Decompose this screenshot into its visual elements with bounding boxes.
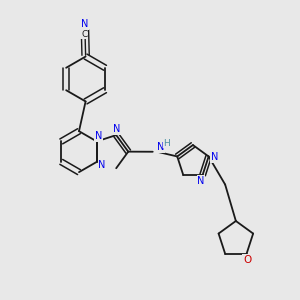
Text: N: N xyxy=(211,152,218,162)
Text: C: C xyxy=(81,30,87,39)
Text: N: N xyxy=(81,19,88,29)
Text: N: N xyxy=(95,131,102,141)
Text: N: N xyxy=(98,160,106,170)
Text: N: N xyxy=(197,176,205,186)
Text: N: N xyxy=(112,124,120,134)
Text: O: O xyxy=(243,255,251,265)
Text: N: N xyxy=(157,142,164,152)
Text: H: H xyxy=(164,139,170,148)
